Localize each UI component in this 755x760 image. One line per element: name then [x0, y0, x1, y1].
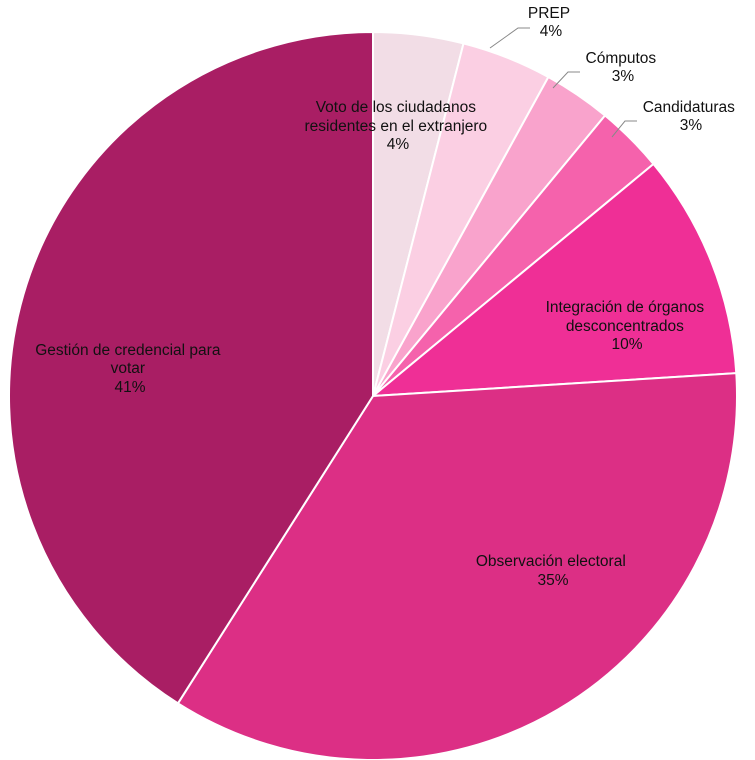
- slice-value-label: 41%: [114, 379, 145, 396]
- pie-slice-gestion: [8, 30, 374, 705]
- label-line: Voto de los ciudadanos: [316, 99, 477, 116]
- pie-slice-integracion: [369, 162, 738, 398]
- leader-line-computos: [552, 71, 580, 89]
- slice-value-label: 10%: [611, 336, 642, 353]
- slice-label-candidaturas: Candidaturas 3%: [643, 99, 740, 134]
- slice-label-integracion: Integración de órganos desconcentrados 1…: [546, 299, 709, 353]
- label-line: votar: [111, 360, 145, 377]
- slice-value-label: 3%: [612, 68, 635, 85]
- label-line: desconcentrados: [566, 318, 684, 335]
- label-line: Gestión de credencial para: [35, 342, 221, 359]
- slice-label-prep: PREP 4%: [528, 5, 574, 40]
- label-line: Observación electoral: [476, 553, 626, 570]
- leader-line-candidaturas: [611, 120, 637, 138]
- slice-label-gestion: Gestión de credencial para votar 41%: [35, 342, 225, 396]
- leader-lines: [489, 27, 637, 138]
- slice-label-observacion: Observación electoral 35%: [476, 553, 630, 589]
- label-line: Integración de órganos: [546, 299, 705, 316]
- slice-value-label: 4%: [387, 136, 410, 153]
- label-line: Candidaturas: [643, 99, 735, 116]
- label-line: residentes en el extranjero: [305, 118, 488, 135]
- pie-slice-observacion: [176, 372, 738, 760]
- slice-label-voto-extranjero: Voto de los ciudadanos residentes en el …: [305, 99, 492, 153]
- pie-slices: [8, 30, 738, 760]
- slice-value-label: 4%: [540, 23, 563, 40]
- slice-label-computos: Cómputos 3%: [586, 50, 661, 85]
- label-line: Cómputos: [586, 50, 657, 67]
- leader-line-prep: [489, 27, 530, 49]
- slice-value-label: 35%: [537, 572, 568, 589]
- label-line: PREP: [528, 5, 570, 22]
- slice-value-label: 3%: [680, 117, 703, 134]
